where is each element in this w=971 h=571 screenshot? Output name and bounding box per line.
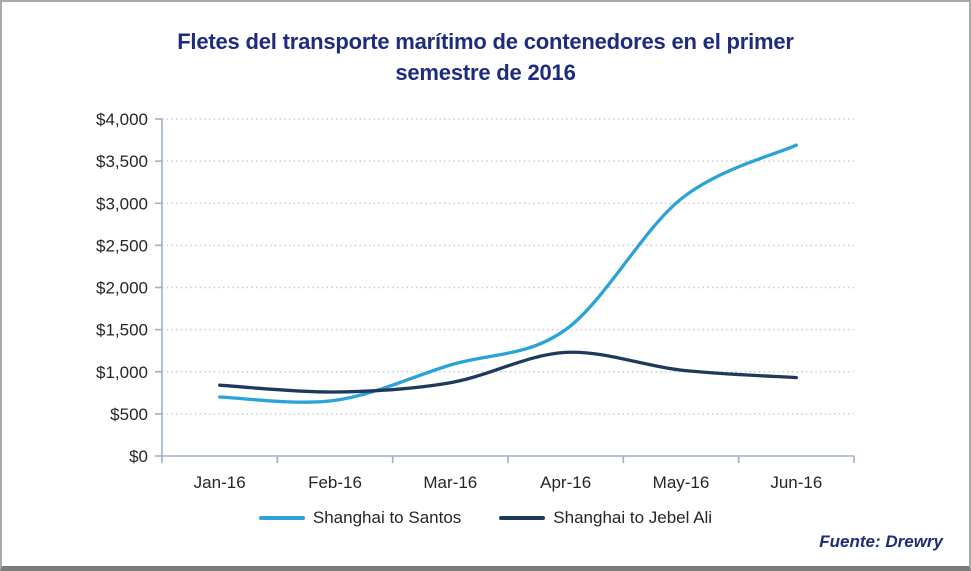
source-note: Fuente: Drewry [819,532,943,551]
y-tick-label: $3,000 [96,194,148,213]
x-axis-label: Feb-16 [308,473,362,492]
x-axis-label: May-16 [653,473,710,492]
santos-line-swatch [258,516,305,520]
y-tick-label: $2,500 [96,236,148,255]
y-tick-label: $2,000 [96,279,148,298]
legend-item-santos: Shanghai to Santos [258,508,462,528]
x-axis-label: Mar-16 [423,473,477,492]
y-tick-label: $4,000 [96,110,148,129]
x-axis-label: Jun-16 [770,473,822,492]
y-tick-label: $0 [129,447,148,466]
y-tick-label: $1,000 [96,363,148,382]
legend-label-jebel-ali: Shanghai to Jebel Ali [553,508,713,527]
series-line-shanghai-to-jebel-ali [218,350,798,394]
legend-item-jebel-ali: Shanghai to Jebel Ali [499,508,712,528]
chart-title: Fletes del transporte marítimo de conten… [2,26,969,88]
jebel-ali-line-swatch [499,516,546,520]
x-axis-label: Jan-16 [194,473,246,492]
chart-title-line-1: Fletes del transporte marítimo de conten… [177,29,794,54]
y-tick-label: $3,500 [96,152,148,171]
chart-title-line-2: semestre de 2016 [395,60,576,85]
x-axis-label: Apr-16 [540,473,591,492]
series-line-shanghai-to-santos [218,143,798,404]
chart-legend: Shanghai to Santos Shanghai to Jebel Ali [2,508,969,528]
legend-label-santos: Shanghai to Santos [312,508,462,527]
y-tick-label: $500 [110,405,148,424]
y-tick-label: $1,500 [96,321,148,340]
